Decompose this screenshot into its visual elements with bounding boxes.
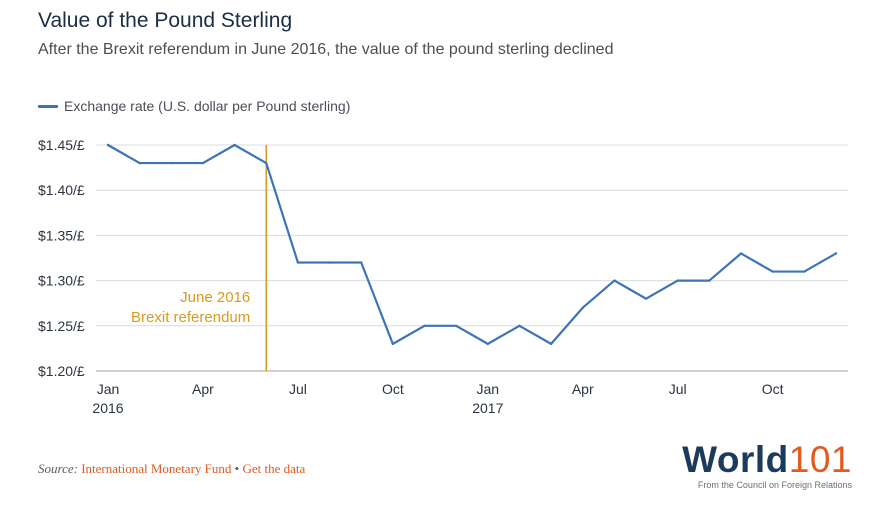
chart-subtitle: After the Brexit referendum in June 2016… xyxy=(38,41,614,58)
x-tick-label: Jan xyxy=(477,381,500,397)
data-point xyxy=(265,161,268,165)
data-point xyxy=(106,143,110,147)
data-point xyxy=(549,342,553,346)
data-point xyxy=(581,306,584,309)
x-tick-label: Apr xyxy=(572,381,594,397)
x-tick-label: Oct xyxy=(382,381,404,397)
series-line xyxy=(106,143,838,345)
line-chart: $1.45/£ $1.40/£ $1.35/£ $1.30/£ $1.25/£ $1.20… xyxy=(38,137,848,416)
data-point xyxy=(613,279,616,282)
data-point xyxy=(391,342,395,346)
data-point xyxy=(739,252,743,255)
x-tick-label: Jul xyxy=(289,381,307,397)
y-tick-label: $1.35/£ xyxy=(38,227,85,243)
source-line: Source: International Monetary Fund • Ge… xyxy=(38,461,305,477)
data-point xyxy=(233,143,236,147)
data-point xyxy=(518,324,521,327)
y-tick-label: $1.45/£ xyxy=(38,137,85,153)
y-tick-label: $1.30/£ xyxy=(38,273,85,289)
legend: Exchange rate (U.S. dollar per Pound ste… xyxy=(38,98,350,114)
x-tick-label: Jan xyxy=(97,381,120,397)
brand-number: 101 xyxy=(788,439,852,480)
legend-label: Exchange rate (U.S. dollar per Pound ste… xyxy=(64,98,351,114)
data-point xyxy=(201,161,205,165)
data-point xyxy=(676,279,679,282)
brand-logo[interactable]: World101 From the Council on Foreign Rel… xyxy=(682,440,852,491)
data-point xyxy=(644,297,648,300)
source-label: Source: xyxy=(38,461,78,476)
x-tick-label: Oct xyxy=(762,381,784,397)
chart-title: Value of the Pound Sterling xyxy=(38,9,293,32)
y-tick-label: $1.20/£ xyxy=(38,363,85,379)
data-point xyxy=(138,161,141,165)
data-point xyxy=(771,270,774,273)
source-link[interactable]: International Monetary Fund xyxy=(81,461,232,476)
legend-swatch xyxy=(38,104,58,108)
get-data-link[interactable]: Get the data xyxy=(242,461,306,476)
data-point xyxy=(803,270,806,273)
x-tick-label: Apr xyxy=(192,381,214,397)
data-point xyxy=(423,324,426,327)
annotation-label: Brexit referendum xyxy=(131,309,250,326)
data-point xyxy=(360,261,363,264)
x-tick-sublabel: 2016 xyxy=(92,400,123,416)
y-tick-label: $1.25/£ xyxy=(38,318,85,334)
data-point xyxy=(708,279,711,282)
data-point xyxy=(296,261,300,264)
y-tick-label: $1.40/£ xyxy=(38,182,85,198)
brand-wordmark: World101 xyxy=(682,440,852,480)
brand-word: World xyxy=(682,439,789,480)
x-tick-label: Jul xyxy=(669,381,687,397)
x-tick-sublabel: 2017 xyxy=(472,400,503,416)
source-separator: • xyxy=(234,461,240,476)
brand-tagline: From the Council on Foreign Relations xyxy=(697,480,852,490)
data-point xyxy=(834,252,838,255)
data-point xyxy=(170,161,173,165)
data-point xyxy=(486,342,489,346)
data-point xyxy=(328,261,331,264)
annotation-label: June 2016 xyxy=(180,289,250,306)
data-point xyxy=(454,324,458,327)
